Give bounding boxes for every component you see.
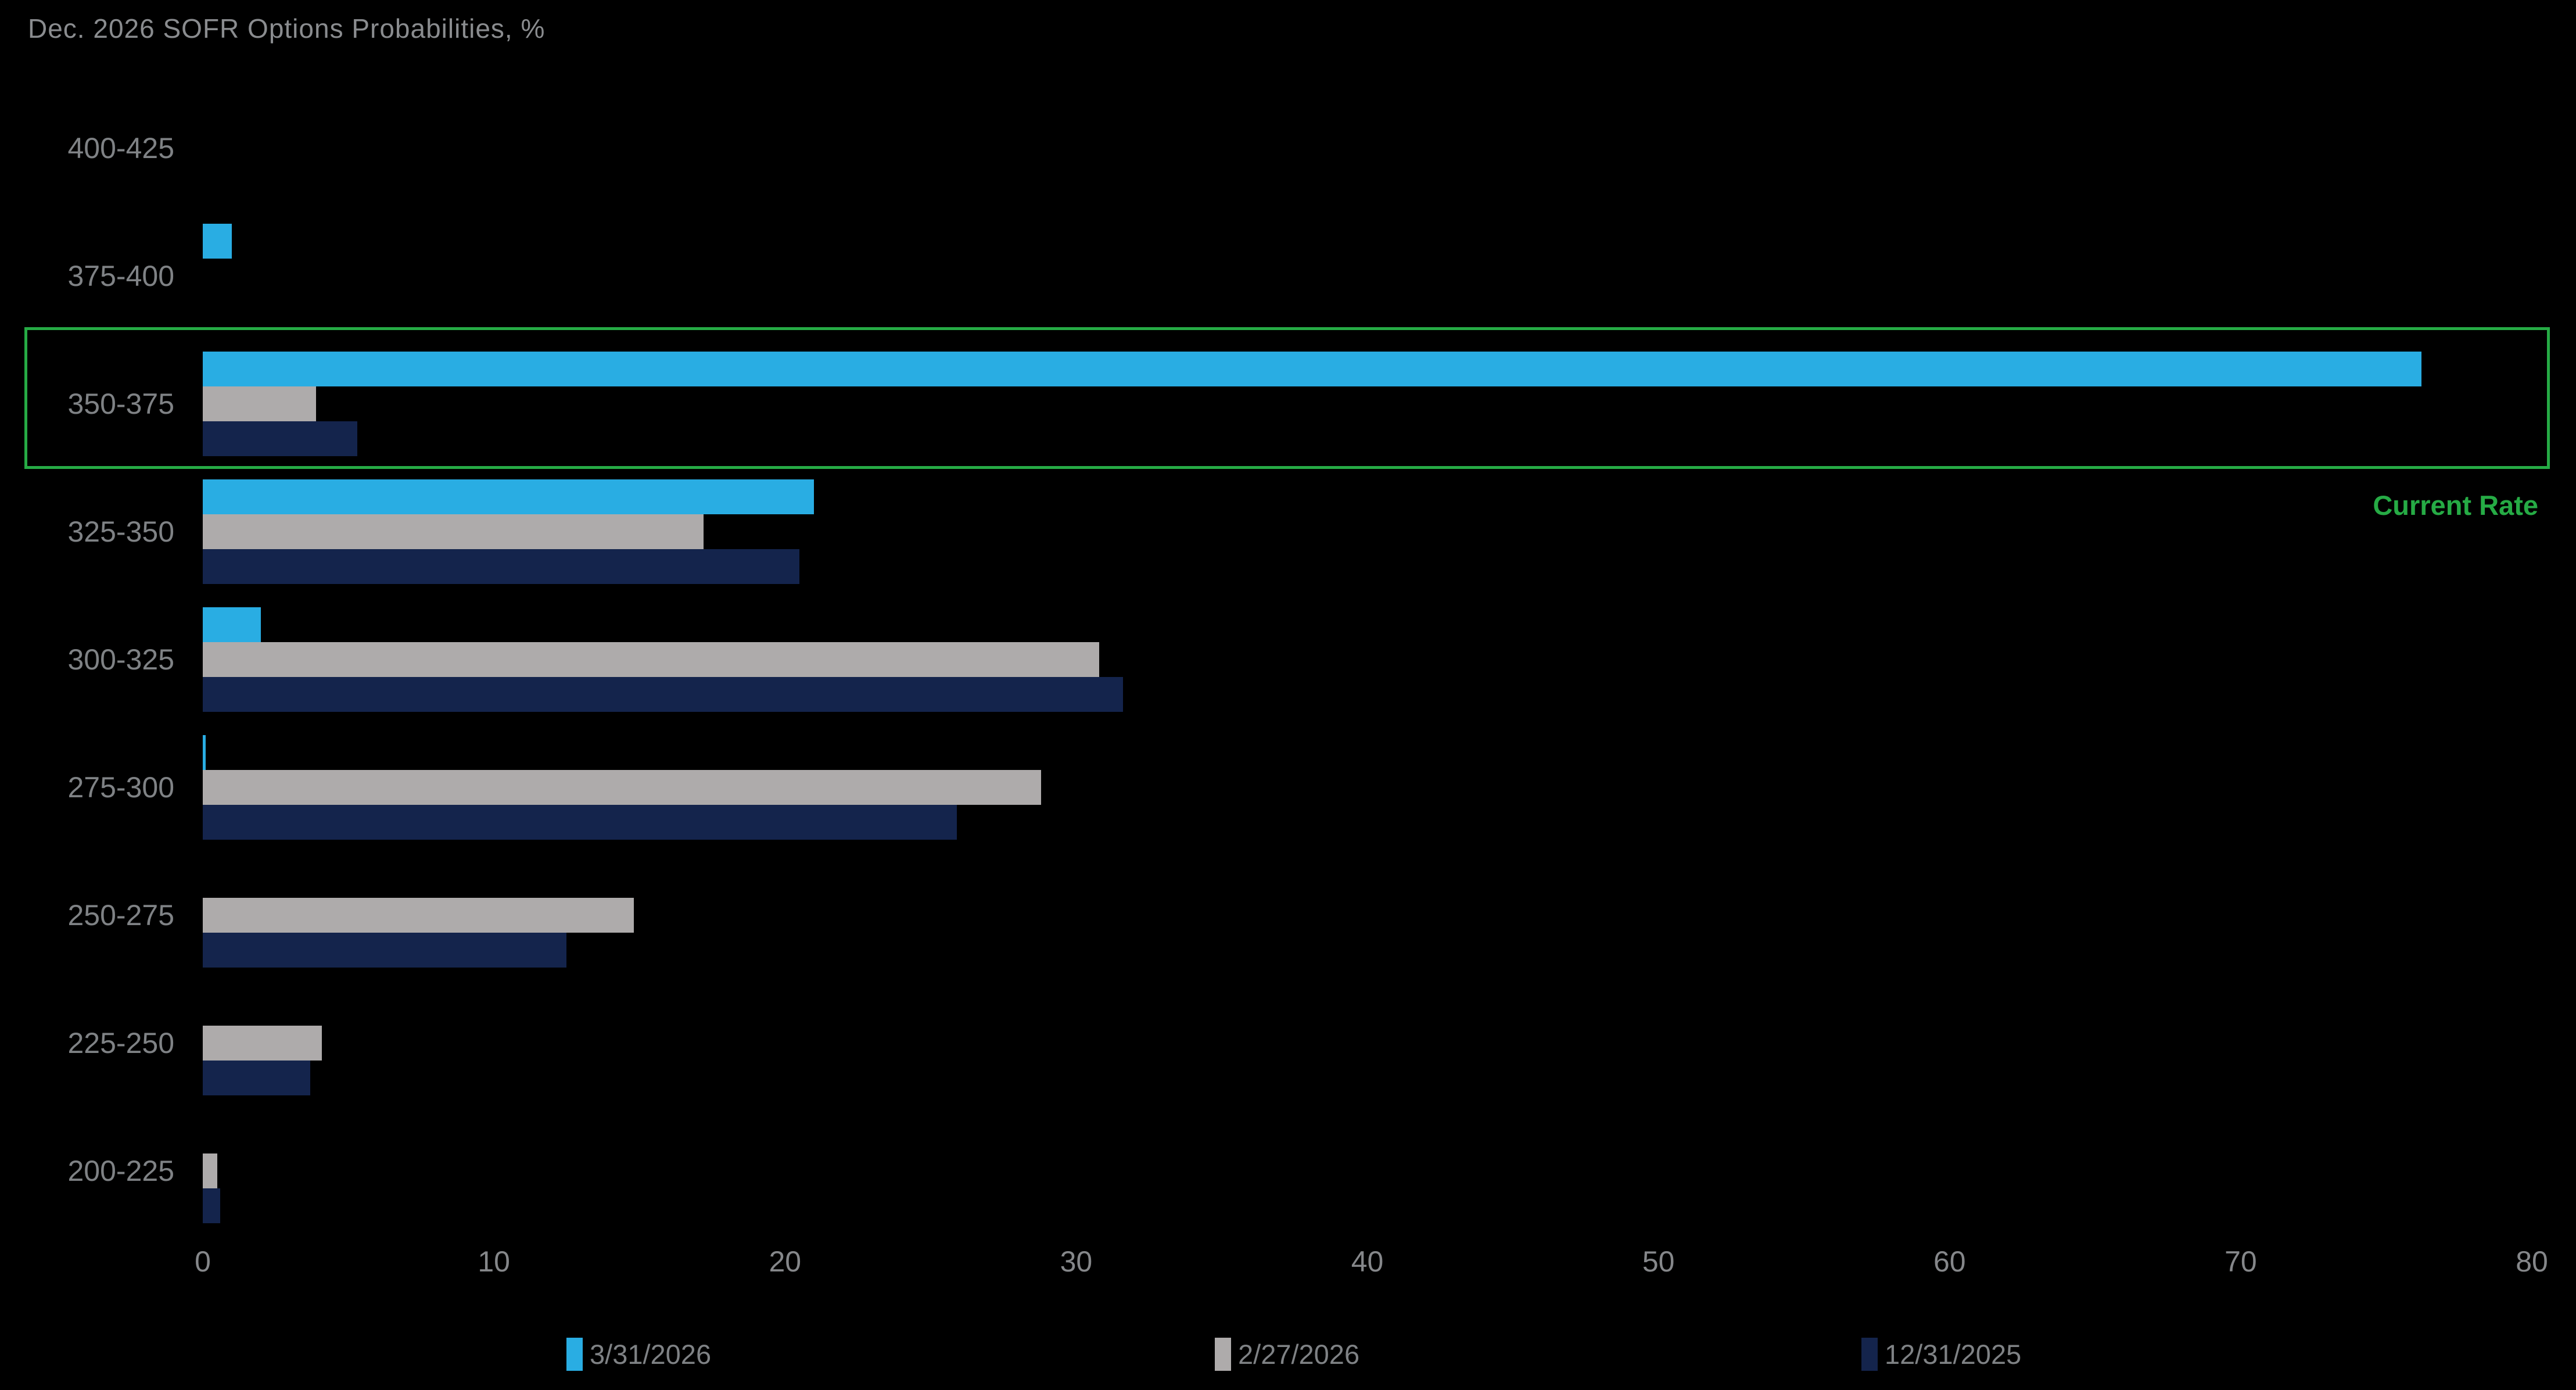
category-row: 400-425 <box>0 84 2576 212</box>
x-axis: 0 10 20 30 40 50 60 70 80 <box>0 1245 2576 1285</box>
bar-2-27-2026 <box>203 514 704 549</box>
x-tick-label: 60 <box>1933 1245 1966 1278</box>
bar-2-27-2026 <box>203 1153 218 1188</box>
category-row: 350-375 <box>0 340 2576 468</box>
bar-3-31-2026 <box>203 607 261 642</box>
bar-group <box>203 224 2532 328</box>
category-label: 250-275 <box>67 899 175 932</box>
bar-group <box>203 479 2532 584</box>
category-label: 300-325 <box>67 643 175 676</box>
legend-item: 12/31/2025 <box>1861 1338 2021 1371</box>
bar-group <box>203 607 2532 712</box>
category-label: 350-375 <box>67 388 175 420</box>
bar-group <box>203 1119 2532 1223</box>
x-tick-label: 80 <box>2516 1245 2548 1278</box>
category-label: 200-225 <box>67 1155 175 1187</box>
category-row: 375-400 <box>0 212 2576 340</box>
category-label: 375-400 <box>67 260 175 292</box>
x-tick-label: 30 <box>1060 1245 1093 1278</box>
bar-12-31-2025 <box>203 1188 221 1223</box>
bar-group <box>203 352 2532 456</box>
legend-item: 3/31/2026 <box>566 1338 711 1371</box>
legend-label: 2/27/2026 <box>1238 1339 1360 1370</box>
bar-group <box>203 96 2532 200</box>
bar-2-27-2026 <box>203 770 1042 805</box>
x-tick-label: 10 <box>478 1245 510 1278</box>
x-tick-label: 20 <box>769 1245 802 1278</box>
legend-swatch <box>566 1338 583 1371</box>
bar-group <box>203 735 2532 840</box>
bar-12-31-2025 <box>203 421 357 456</box>
chart-title: Dec. 2026 SOFR Options Probabilities, % <box>28 13 546 44</box>
category-label: 400-425 <box>67 132 175 164</box>
legend-swatch <box>1861 1338 1878 1371</box>
legend: 3/31/2026 2/27/2026 12/31/2025 <box>0 1338 2576 1378</box>
bar-2-27-2026 <box>203 1026 322 1061</box>
current-rate-label: Current Rate <box>2373 490 2538 521</box>
category-label: 225-250 <box>67 1027 175 1059</box>
bar-3-31-2026 <box>203 224 232 259</box>
bar-3-31-2026 <box>203 735 206 770</box>
category-label: 275-300 <box>67 771 175 804</box>
bar-12-31-2025 <box>203 933 567 968</box>
bar-3-31-2026 <box>203 479 815 514</box>
legend-label: 12/31/2025 <box>1885 1339 2022 1370</box>
bar-12-31-2025 <box>203 549 800 584</box>
category-row: 325-350 <box>0 468 2576 596</box>
bar-2-27-2026 <box>203 386 317 421</box>
legend-item: 2/27/2026 <box>1215 1338 1359 1371</box>
bar-12-31-2025 <box>203 1061 311 1095</box>
current-rate-highlight-box <box>24 327 2550 469</box>
category-row: 250-275 <box>0 851 2576 979</box>
bar-12-31-2025 <box>203 805 957 840</box>
bar-2-27-2026 <box>203 642 1100 677</box>
x-tick-label: 0 <box>195 1245 211 1278</box>
plot-area: 400-425 375-400 350-375 325-350 300-325 275-3… <box>0 84 2576 1235</box>
category-row: 225-250 <box>0 979 2576 1107</box>
x-tick-label: 40 <box>1351 1245 1384 1278</box>
category-row: 300-325 <box>0 596 2576 723</box>
bar-group <box>203 991 2532 1095</box>
x-tick-label: 70 <box>2225 1245 2257 1278</box>
legend-swatch <box>1215 1338 1231 1371</box>
bar-3-31-2026 <box>203 352 2421 386</box>
category-row: 200-225 <box>0 1107 2576 1235</box>
category-label: 325-350 <box>67 515 175 548</box>
legend-label: 3/31/2026 <box>590 1339 712 1370</box>
bar-group <box>203 863 2532 968</box>
category-row: 275-300 <box>0 723 2576 851</box>
x-tick-label: 50 <box>1642 1245 1675 1278</box>
bar-12-31-2025 <box>203 677 1123 712</box>
bar-2-27-2026 <box>203 898 634 933</box>
